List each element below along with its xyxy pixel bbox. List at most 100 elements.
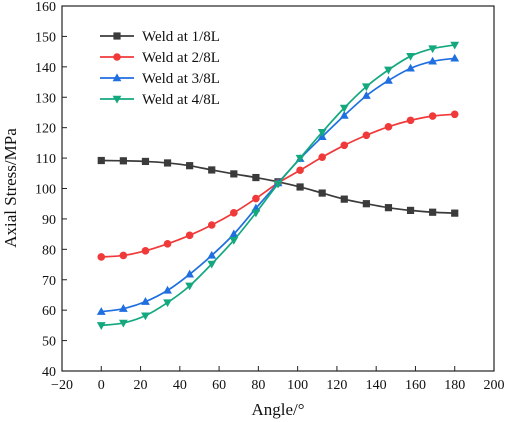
legend-label: Weld at 2/8L — [142, 50, 220, 66]
data-point — [273, 180, 283, 189]
x-tick-label: 20 — [134, 378, 148, 393]
y-axis-title: Axial Stress/MPa — [1, 128, 20, 248]
data-point — [229, 229, 239, 238]
data-point — [384, 204, 393, 212]
data-point — [317, 129, 327, 137]
legend-marker — [112, 95, 122, 104]
data-point — [339, 110, 349, 119]
data-point — [207, 260, 217, 269]
legend-marker — [112, 73, 122, 82]
data-point — [230, 209, 238, 217]
data-point — [97, 156, 105, 165]
x-tick-label: 140 — [366, 378, 387, 393]
y-tick-label: 80 — [42, 243, 56, 258]
y-tick-label: 100 — [35, 183, 56, 198]
data-point — [141, 312, 150, 321]
data-point — [361, 91, 371, 99]
data-point — [340, 141, 349, 150]
data-point — [96, 307, 106, 315]
y-tick-label: 70 — [42, 274, 56, 289]
y-tick-label: 40 — [42, 365, 56, 380]
data-point — [450, 41, 460, 50]
data-point — [296, 166, 304, 175]
y-tick-label: 130 — [35, 91, 56, 106]
series-4 — [96, 41, 460, 330]
series-layer — [96, 41, 460, 330]
x-tick-label: 120 — [326, 378, 347, 393]
y-tick-label: 90 — [42, 213, 56, 228]
x-tick-label: 0 — [98, 378, 105, 393]
data-point — [406, 63, 415, 72]
x-tick-label: −20 — [51, 378, 73, 393]
data-point — [141, 157, 150, 166]
data-point — [118, 304, 128, 312]
data-point — [450, 53, 460, 62]
data-point — [185, 231, 194, 240]
y-tick-label: 50 — [42, 335, 56, 350]
data-point — [163, 285, 172, 294]
axis-ticks: −20 0 20 40 60 80 100 120 140 160 180 200 40 50 60 70 80… — [35, 0, 505, 393]
data-point — [252, 194, 260, 203]
data-point — [339, 104, 349, 113]
data-point — [318, 189, 326, 197]
data-point — [118, 319, 128, 328]
data-point — [207, 221, 216, 229]
data-point — [406, 206, 415, 214]
y-tick-label: 120 — [35, 122, 56, 137]
x-tick-label: 200 — [484, 378, 505, 393]
data-point — [428, 45, 438, 54]
x-tick-label: 80 — [251, 378, 265, 393]
data-point — [340, 195, 348, 203]
data-point — [384, 122, 393, 131]
data-point — [141, 247, 150, 255]
data-point — [119, 251, 128, 260]
data-point — [141, 297, 150, 305]
data-point — [296, 183, 304, 191]
data-point — [384, 75, 393, 84]
data-point — [163, 299, 172, 308]
x-tick-label: 180 — [444, 378, 465, 393]
data-point — [295, 154, 305, 163]
x-tick-label: 40 — [173, 378, 187, 393]
data-point — [429, 208, 437, 216]
data-point — [207, 250, 217, 259]
data-point — [185, 269, 195, 278]
legend-item: Weld at 3/8L — [100, 71, 220, 87]
data-point — [119, 157, 127, 165]
y-tick-label: 140 — [35, 61, 56, 76]
legend-marker — [113, 32, 121, 40]
data-point — [96, 322, 106, 330]
y-tick-label: 150 — [35, 30, 56, 45]
data-point — [428, 112, 437, 120]
data-point — [406, 116, 415, 125]
data-point — [451, 209, 459, 217]
data-point — [362, 200, 370, 208]
data-point — [450, 110, 459, 119]
data-point — [361, 83, 371, 92]
data-point — [428, 56, 438, 65]
x-tick-label: 60 — [212, 378, 226, 393]
data-point — [252, 173, 260, 182]
data-point — [229, 237, 239, 245]
data-point — [163, 159, 172, 167]
data-point — [362, 131, 371, 140]
y-tick-label: 60 — [42, 304, 56, 319]
data-point — [251, 209, 261, 218]
legend-label: Weld at 1/8L — [142, 29, 220, 45]
legend-marker — [113, 53, 121, 61]
x-axis-title: Angle/° — [251, 400, 304, 419]
data-point — [318, 153, 326, 161]
legend: Weld at 1/8L Weld at 2/8L Weld at 3/8L Weld… — [100, 29, 220, 108]
legend-label: Weld at 3/8L — [142, 71, 220, 87]
data-point — [406, 52, 415, 61]
x-tick-label: 100 — [287, 378, 308, 393]
data-point — [97, 253, 106, 261]
data-point — [163, 240, 172, 248]
y-tick-label: 110 — [36, 152, 56, 167]
y-tick-label: 160 — [35, 0, 56, 15]
legend-item: Weld at 1/8L — [100, 29, 220, 45]
x-tick-label: 160 — [405, 378, 426, 393]
data-point — [208, 166, 216, 174]
data-point — [230, 170, 238, 178]
